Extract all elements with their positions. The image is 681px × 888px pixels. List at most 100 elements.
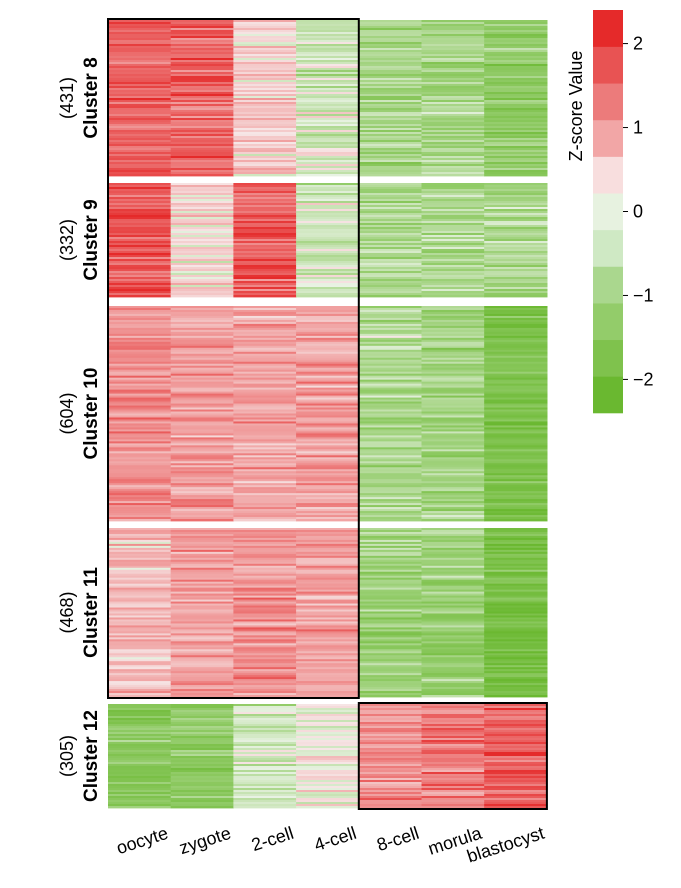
heatmap-cell [170,341,234,345]
heatmap-cell [484,393,548,396]
heatmap-cell [421,189,485,192]
heatmap-cell [233,437,297,440]
heatmap-cell [108,233,172,236]
heatmap-cell [233,740,297,743]
heatmap-cell [170,46,234,49]
heatmap-cell [108,625,172,628]
heatmap-cell [358,663,423,666]
heatmap-cell [170,152,234,155]
heatmap-cell [484,691,548,694]
heatmap-cell [358,207,423,210]
heatmap-cell [233,669,297,672]
heatmap-cell [358,635,423,638]
heatmap-cell [108,247,172,250]
heatmap-cell [296,649,360,652]
heatmap-cell [233,479,297,482]
heatmap-cell [233,223,297,226]
heatmap-cell [108,457,172,460]
heatmap-cell [484,635,548,638]
heatmap-cell [170,587,234,591]
heatmap-cell [484,457,548,460]
heatmap-cell [358,32,423,35]
heatmap-cell [170,363,234,367]
heatmap-cell [233,22,297,25]
heatmap-cell [484,397,548,400]
heatmap-cell [296,571,360,575]
heatmap-cell [233,80,297,83]
heatmap-cell [170,695,234,698]
heatmap-cell [108,730,172,733]
heatmap-cell [484,645,548,648]
heatmap-cell [421,675,485,678]
heatmap-cell [233,766,297,769]
heatmap-cell [296,279,360,282]
heatmap-cell [108,76,172,79]
heatmap-cell [484,738,548,741]
heatmap-cell [421,215,485,218]
heatmap-cell [296,645,360,648]
heatmap-cell [358,772,423,775]
heatmap-cell [170,631,234,634]
heatmap-cell [358,277,423,280]
heatmap-cell [170,740,234,743]
heatmap-cell [484,24,548,27]
heatmap-cell [108,742,172,745]
heatmap-cell [421,293,485,296]
heatmap-cell [296,671,360,674]
heatmap-cell [233,505,297,508]
heatmap-cell [484,152,548,155]
heatmap-cell [421,547,485,551]
heatmap-cell [484,164,548,167]
heatmap-cell [421,399,485,402]
heatmap-cell [233,337,297,341]
heatmap-cell [421,38,485,41]
heatmap-cell [108,413,172,416]
heatmap-cell [484,631,548,634]
heatmap-cell [421,257,485,260]
heatmap-cell [484,473,548,476]
heatmap-cell [296,42,360,45]
heatmap-cell [358,770,423,773]
heatmap-cell [484,253,548,256]
heatmap-cell [170,742,234,745]
heatmap-cell [296,399,360,402]
heatmap-cell [233,509,297,512]
heatmap-cell [484,197,548,200]
heatmap-cell [421,375,485,379]
heatmap-cell [170,219,234,222]
heatmap-cell [421,355,485,359]
heatmap-cell [484,172,548,175]
heatmap-cell [296,637,360,640]
heatmap-cell [108,383,172,387]
heatmap-cell [108,689,172,692]
heatmap-cell [108,205,172,208]
heatmap-cell [484,64,548,67]
heatmap-cell [108,685,172,688]
heatmap-cell [421,22,485,25]
heatmap-cell [484,417,548,420]
heatmap-cell [296,335,360,339]
heatmap-cell [296,583,360,587]
heatmap-cell [421,718,485,721]
heatmap-cell [296,790,360,793]
heatmap-cell [296,661,360,664]
heatmap-cell [421,403,485,406]
heatmap-cell [170,54,234,57]
heatmap-cell [358,563,423,567]
heatmap-cell [108,106,172,109]
heatmap-column [296,183,360,298]
heatmap-cell [233,351,297,355]
heatmap-cell [233,150,297,153]
heatmap-cell [358,561,423,565]
heatmap-cell [484,223,548,226]
heatmap-cell [358,285,423,288]
heatmap-cell [421,513,485,516]
heatmap-cell [421,124,485,127]
heatmap-cell [233,38,297,41]
heatmap-cell [233,92,297,95]
heatmap-cell [421,710,485,713]
heatmap-cell [296,245,360,248]
heatmap-cell [233,353,297,357]
heatmap-cell [484,441,548,444]
heatmap-cell [233,732,297,735]
